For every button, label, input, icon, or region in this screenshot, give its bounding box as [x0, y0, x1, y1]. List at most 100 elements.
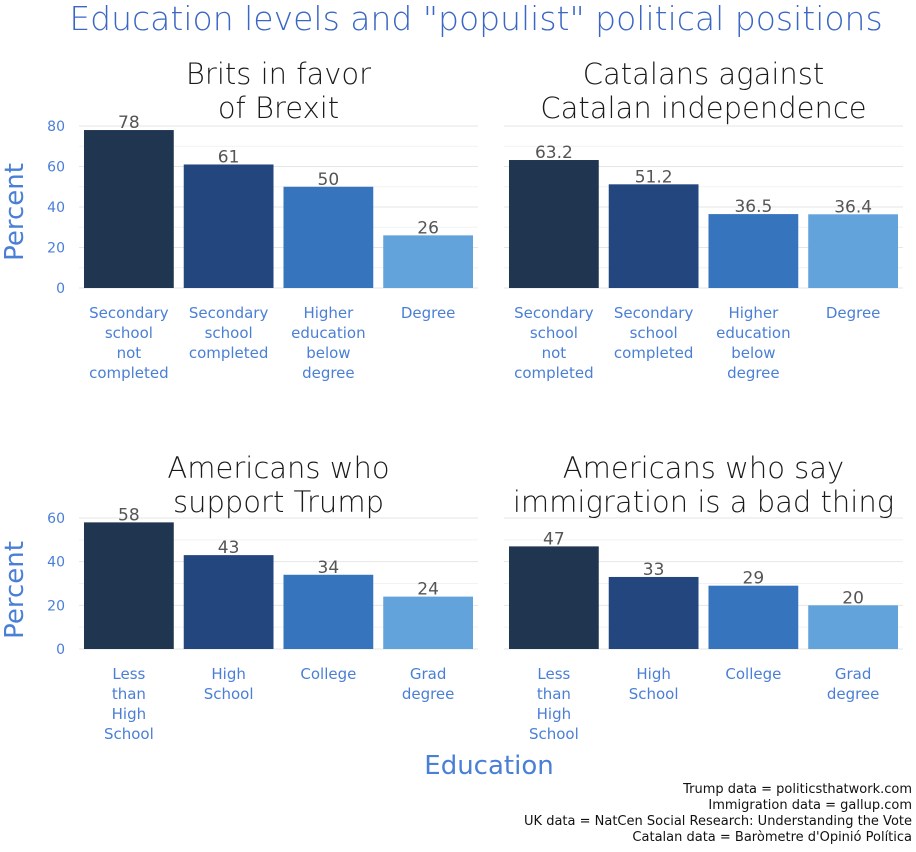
y-tick-label: 60 [47, 511, 65, 527]
bar-value-label: 51.2 [635, 167, 673, 187]
bar-value-label: 36.5 [734, 197, 772, 217]
y-tick-label: 0 [56, 281, 65, 297]
y-tick-label: 40 [47, 200, 65, 216]
x-tick-label-line: completed [614, 344, 694, 362]
x-tick-label-line: below [731, 344, 775, 362]
panel-title-line: Americans who [167, 451, 389, 485]
x-tick-label: Higher education below degree [716, 304, 790, 382]
bar-value-label: 43 [218, 538, 240, 558]
x-tick-label-line: Higher [303, 304, 354, 322]
bar [508, 546, 599, 649]
bar [283, 186, 374, 288]
x-tick-label: Less than High School [104, 665, 154, 743]
x-tick-label-line: education [291, 324, 365, 342]
y-axis-label-top: Percent [0, 163, 30, 261]
x-tick-label-line: School [204, 685, 254, 703]
bar-value-label: 63.2 [535, 143, 573, 163]
caption-line: UK data = NatCen Social Research: Unders… [524, 814, 912, 829]
y-tick-label: 80 [47, 119, 65, 135]
bar-value-label: 61 [218, 147, 240, 167]
y-tick-label: 40 [47, 555, 65, 571]
bar [808, 214, 899, 288]
x-tick-label-line: completed [514, 364, 594, 382]
x-tick-label-line: school [105, 324, 153, 342]
x-tick-label-line: College [725, 665, 781, 683]
bar-value-label: 78 [118, 113, 140, 133]
x-tick-label-line: below [306, 344, 350, 362]
bar-value-label: 26 [417, 218, 439, 238]
x-tick-label: College [725, 665, 781, 683]
bar-value-label: 58 [118, 505, 140, 525]
x-tick-label-line: than [537, 685, 571, 703]
bar [183, 164, 274, 288]
bar-value-label: 36.4 [834, 197, 872, 217]
x-tick-label-line: than [112, 685, 146, 703]
x-tick-label: Secondary school not completed [89, 304, 169, 382]
x-tick-label-line: School [529, 725, 579, 743]
x-tick-label-line: school [530, 324, 578, 342]
x-tick-label-line: degree [827, 685, 880, 703]
x-tick-label: College [300, 665, 356, 683]
panel-title-line: support Trump [173, 485, 384, 519]
x-tick-label: High School [629, 665, 679, 703]
main-title: Education levels and "populist" politica… [69, 0, 882, 38]
x-axis-label: Education [424, 751, 553, 781]
x-tick-label: Secondary school completed [189, 304, 269, 362]
bar [183, 555, 274, 649]
x-tick-label-line: High [537, 705, 571, 723]
bar [708, 585, 799, 649]
x-tick-label-line: degree [302, 364, 355, 382]
y-axis-label-bottom: Percent [0, 541, 30, 639]
bar-value-label: 20 [842, 588, 864, 608]
bar [383, 596, 474, 649]
x-tick-label: Secondary school not completed [514, 304, 594, 382]
x-tick-label-line: education [716, 324, 790, 342]
x-tick-label-line: Secondary [189, 304, 269, 322]
panel-title-line: of Brexit [218, 91, 339, 125]
bar-value-label: 47 [543, 529, 565, 549]
panel-title-line: Americans who say [563, 451, 844, 485]
x-tick-label-line: degree [727, 364, 780, 382]
x-tick-label-line: Less [537, 665, 570, 683]
bar [608, 576, 699, 649]
bar-value-label: 34 [318, 558, 340, 578]
bar [508, 160, 599, 288]
y-tick-label: 60 [47, 160, 65, 176]
x-tick-label: Degree [401, 304, 456, 322]
y-tick-label: 0 [56, 642, 65, 658]
bar-value-label: 33 [643, 560, 665, 580]
x-tick-label-line: school [205, 324, 253, 342]
bar-value-label: 24 [417, 580, 439, 600]
x-tick-label-line: not [542, 344, 567, 362]
x-tick-label-line: Less [112, 665, 145, 683]
x-tick-label: High School [204, 665, 254, 703]
x-tick-label-line: Degree [826, 304, 881, 322]
panel-title-line: immigration is a bad thing [513, 485, 894, 519]
x-tick-label: Less than High School [529, 665, 579, 743]
x-tick-label-line: School [104, 725, 154, 743]
x-tick-label-line: degree [402, 685, 455, 703]
bar [808, 605, 899, 649]
x-tick-label-line: Secondary [614, 304, 694, 322]
x-tick-label: Grad degree [402, 665, 455, 703]
bar [283, 574, 374, 649]
bar [83, 130, 174, 288]
caption-line: Trump data = politicsthatwork.com [683, 782, 912, 797]
x-tick-label-line: Grad [835, 665, 872, 683]
x-tick-label-line: School [629, 685, 679, 703]
x-tick-label-line: Higher [728, 304, 779, 322]
x-tick-label-line: High [112, 705, 146, 723]
x-tick-label: Grad degree [827, 665, 880, 703]
panel-title-line: Catalan independence [540, 91, 866, 125]
bar [608, 184, 699, 288]
bar-value-label: 50 [318, 170, 340, 190]
y-tick-label: 20 [47, 598, 65, 614]
x-tick-label: Higher education below degree [291, 304, 365, 382]
x-tick-label-line: completed [189, 344, 269, 362]
x-tick-label-line: High [636, 665, 670, 683]
source-caption: Trump data = politicsthatwork.com Immigr… [524, 782, 912, 846]
